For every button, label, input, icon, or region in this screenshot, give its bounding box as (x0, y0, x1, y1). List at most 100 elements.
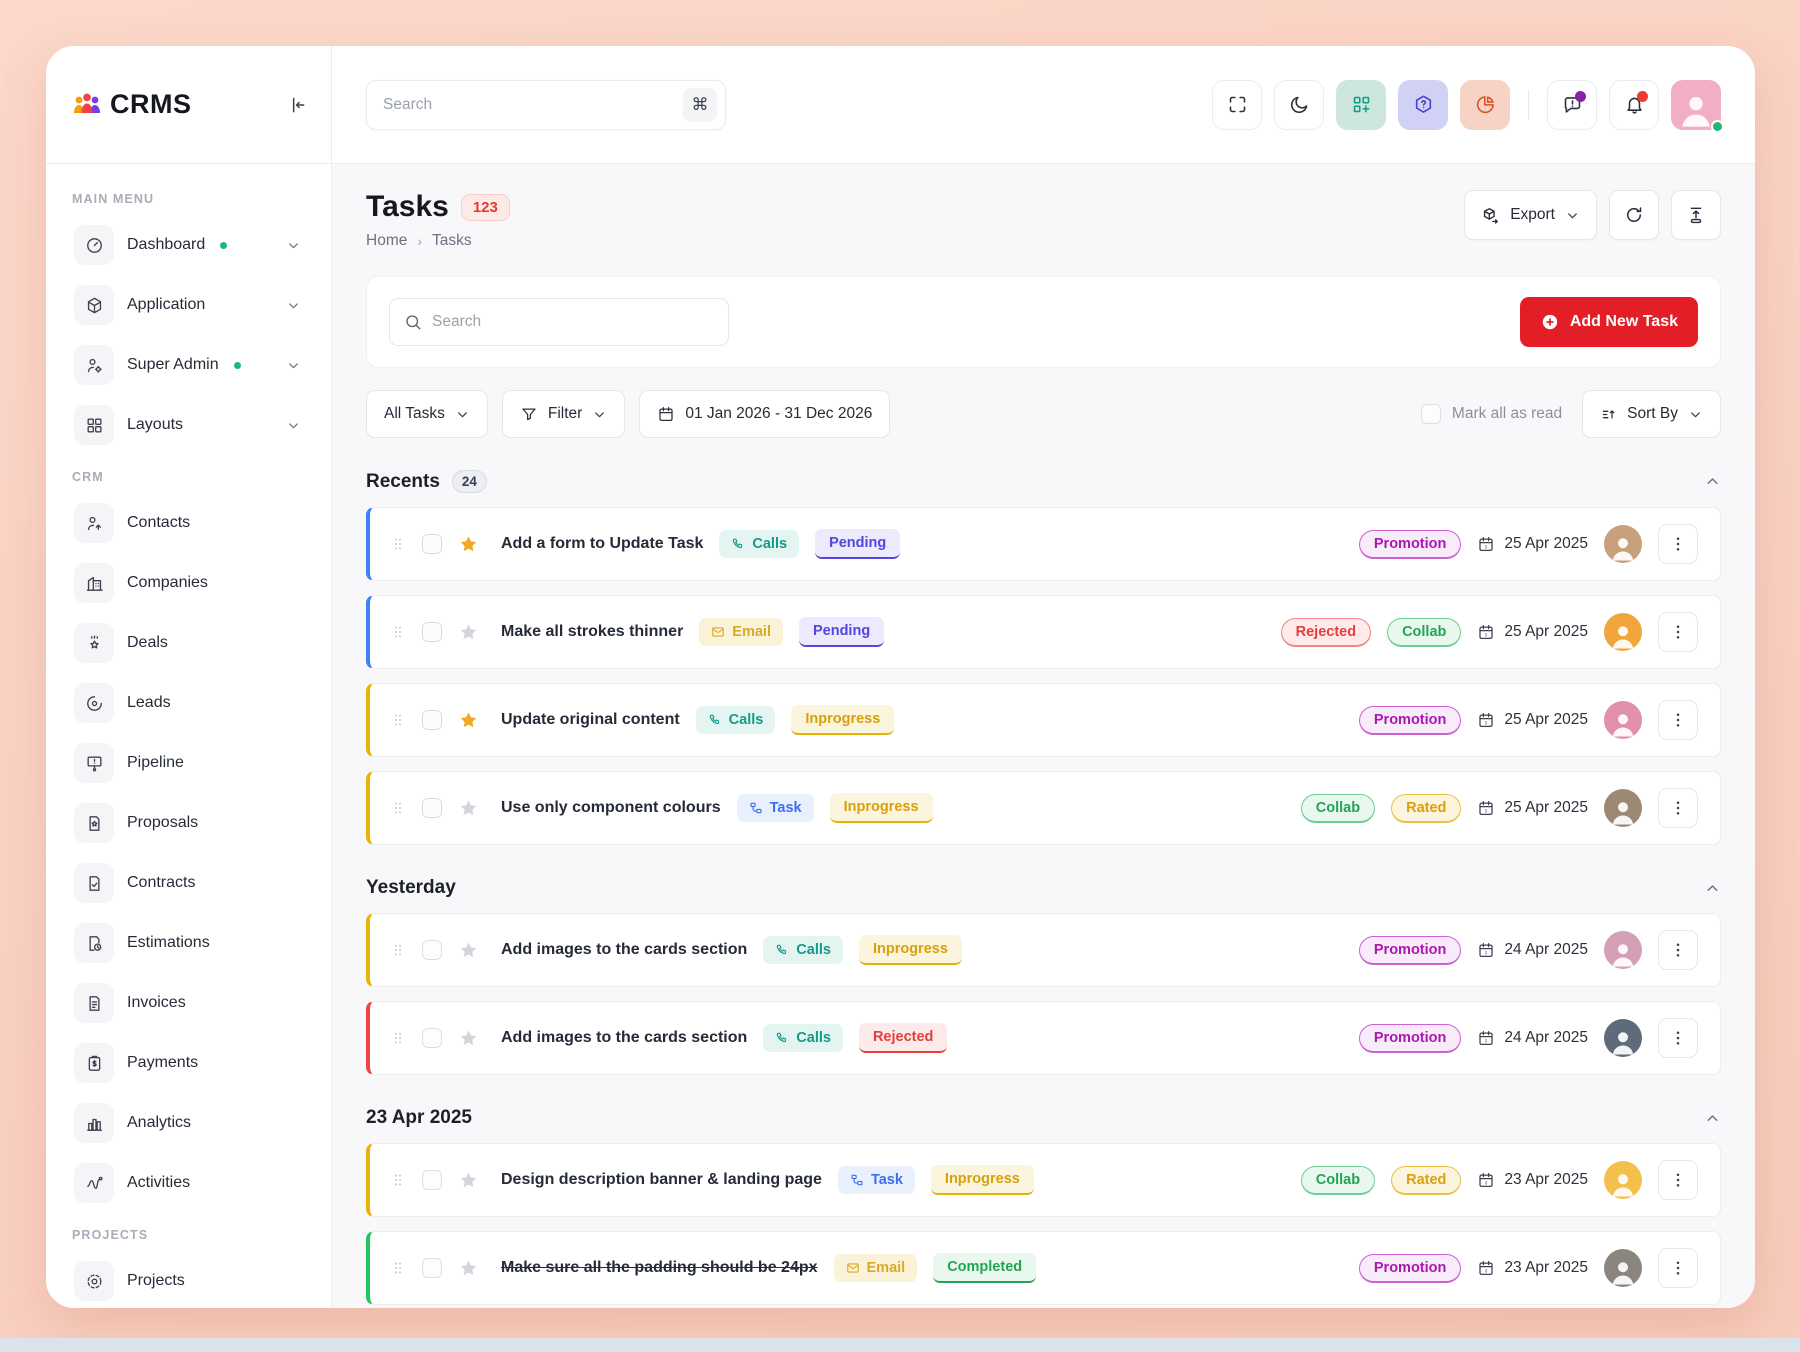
task-row[interactable]: Use only component colours Task Inprogre… (366, 771, 1721, 845)
task-status-badge: Inprogress (791, 705, 895, 735)
row-menu-button[interactable] (1658, 612, 1698, 652)
refresh-button[interactable] (1609, 190, 1659, 240)
sidebar-item-payments[interactable]: Payments (66, 1036, 311, 1090)
all-tasks-dropdown[interactable]: All Tasks (366, 390, 488, 438)
sort-by-label: Sort By (1627, 405, 1678, 422)
star-icon[interactable] (458, 1258, 479, 1279)
page-title: Tasks (366, 190, 449, 223)
mark-all-as-read[interactable]: Mark all as read (1420, 404, 1562, 424)
star-icon[interactable] (458, 534, 479, 555)
task-checkbox[interactable] (422, 534, 442, 554)
hexagon-help-button[interactable] (1398, 79, 1448, 130)
drag-handle-icon[interactable] (390, 941, 406, 959)
calendar-icon (1477, 941, 1495, 959)
tasks-toolbar: Add New Task (366, 276, 1721, 368)
sidebar-item-proposals[interactable]: Proposals (66, 796, 311, 850)
export-button[interactable]: Export (1464, 190, 1597, 240)
chevron-up-icon[interactable] (1704, 1110, 1721, 1127)
date-range-button[interactable]: 01 Jan 2026 - 31 Dec 2026 (639, 390, 891, 438)
drag-handle-icon[interactable] (390, 711, 406, 729)
star-icon[interactable] (458, 1170, 479, 1191)
row-menu-button[interactable] (1658, 524, 1698, 564)
task-checkbox[interactable] (422, 1258, 442, 1278)
tasks-search-input[interactable] (432, 313, 714, 331)
mark-all-checkbox[interactable] (1420, 404, 1441, 424)
star-icon[interactable] (458, 710, 479, 731)
sidebar-item-pipeline[interactable]: Pipeline (66, 736, 311, 790)
row-menu-button[interactable] (1658, 788, 1698, 828)
task-row[interactable]: Design description banner & landing page… (366, 1143, 1721, 1217)
tasks-search (389, 298, 729, 346)
sidebar-item-application[interactable]: Application (66, 278, 311, 332)
sidebar-item-label: Pipeline (127, 754, 184, 771)
sidebar-item-contracts[interactable]: Contracts (66, 856, 311, 910)
drag-handle-icon[interactable] (390, 535, 406, 553)
grid-plus-button[interactable] (1336, 79, 1386, 130)
sidebar-item-label: Activities (127, 1174, 191, 1191)
phone-icon (708, 713, 722, 727)
sidebar-item-label: Payments (127, 1054, 199, 1071)
chevron-up-icon[interactable] (1704, 473, 1721, 490)
breadcrumb-current: Tasks (432, 232, 472, 249)
sidebar-item-dashboard[interactable]: Dashboard (66, 218, 311, 272)
star-icon[interactable] (458, 1028, 479, 1049)
row-menu-button[interactable] (1658, 930, 1698, 970)
add-new-task-button[interactable]: Add New Task (1519, 297, 1698, 347)
sidebar-item-activities[interactable]: Activities (66, 1156, 311, 1210)
drag-handle-icon[interactable] (390, 1029, 406, 1047)
chevron-up-icon[interactable] (1704, 880, 1721, 897)
sidebar-item-invoices[interactable]: Invoices (66, 976, 311, 1030)
drag-handle-icon[interactable] (390, 799, 406, 817)
filter-dropdown[interactable]: Filter (501, 390, 626, 438)
task-row[interactable]: Make sure all the padding should be 24px… (366, 1231, 1721, 1305)
row-menu-button[interactable] (1658, 1160, 1698, 1200)
fullscreen-button[interactable] (1212, 79, 1262, 130)
sidebar-item-analytics[interactable]: Analytics (66, 1096, 311, 1150)
star-icon[interactable] (458, 622, 479, 643)
task-row[interactable]: Add images to the cards section Calls Re… (366, 1001, 1721, 1075)
sidebar-collapse-icon[interactable] (287, 95, 307, 115)
topbar-divider (1528, 89, 1529, 120)
pie-chart-button[interactable] (1460, 79, 1510, 130)
global-search-input[interactable] (383, 95, 683, 114)
calendar-icon (657, 405, 675, 423)
task-checkbox[interactable] (422, 940, 442, 960)
task-checkbox[interactable] (422, 710, 442, 730)
task-section: Recents 24 Add a form to Update Task Cal… (366, 470, 1721, 845)
sidebar-item-projects[interactable]: Projects (66, 1254, 311, 1308)
drag-handle-icon[interactable] (390, 623, 406, 641)
task-tag-promotion: Promotion (1358, 1253, 1462, 1283)
sidebar-item-deals[interactable]: Deals (66, 616, 311, 670)
user-avatar[interactable] (1671, 79, 1724, 133)
row-menu-button[interactable] (1658, 1248, 1698, 1288)
sort-by-dropdown[interactable]: Sort By (1582, 390, 1721, 438)
drag-handle-icon[interactable] (390, 1259, 406, 1277)
sidebar-item-estimations[interactable]: Estimations (66, 916, 311, 970)
sidebar-item-super-admin[interactable]: Super Admin (66, 338, 311, 392)
sidebar-item-leads[interactable]: Leads (66, 676, 311, 730)
moon-button[interactable] (1274, 79, 1324, 130)
chat-button[interactable] (1547, 79, 1597, 130)
scroll-top-button[interactable] (1671, 190, 1721, 240)
breadcrumb-home[interactable]: Home (366, 232, 408, 249)
task-row[interactable]: Add images to the cards section Calls In… (366, 913, 1721, 987)
task-type-badge: Task (837, 1166, 915, 1194)
sidebar-section-label: CRM (72, 470, 104, 484)
row-menu-button[interactable] (1658, 1018, 1698, 1058)
star-icon[interactable] (458, 940, 479, 961)
task-checkbox[interactable] (422, 622, 442, 642)
sidebar-item-companies[interactable]: Companies (66, 556, 311, 610)
sidebar-item-contacts[interactable]: Contacts (66, 496, 311, 550)
task-row[interactable]: Add a form to Update Task Calls Pending … (366, 507, 1721, 581)
row-menu-button[interactable] (1658, 700, 1698, 740)
bell-button[interactable] (1609, 79, 1659, 130)
task-checkbox[interactable] (422, 798, 442, 818)
task-row[interactable]: Make all strokes thinner Email Pending R… (366, 595, 1721, 669)
due-date: 25 Apr 2025 (1477, 623, 1588, 641)
sidebar-item-layouts[interactable]: Layouts (66, 398, 311, 452)
task-checkbox[interactable] (422, 1170, 442, 1190)
task-row[interactable]: Update original content Calls Inprogress… (366, 683, 1721, 757)
drag-handle-icon[interactable] (390, 1171, 406, 1189)
task-checkbox[interactable] (422, 1028, 442, 1048)
star-icon[interactable] (458, 798, 479, 819)
